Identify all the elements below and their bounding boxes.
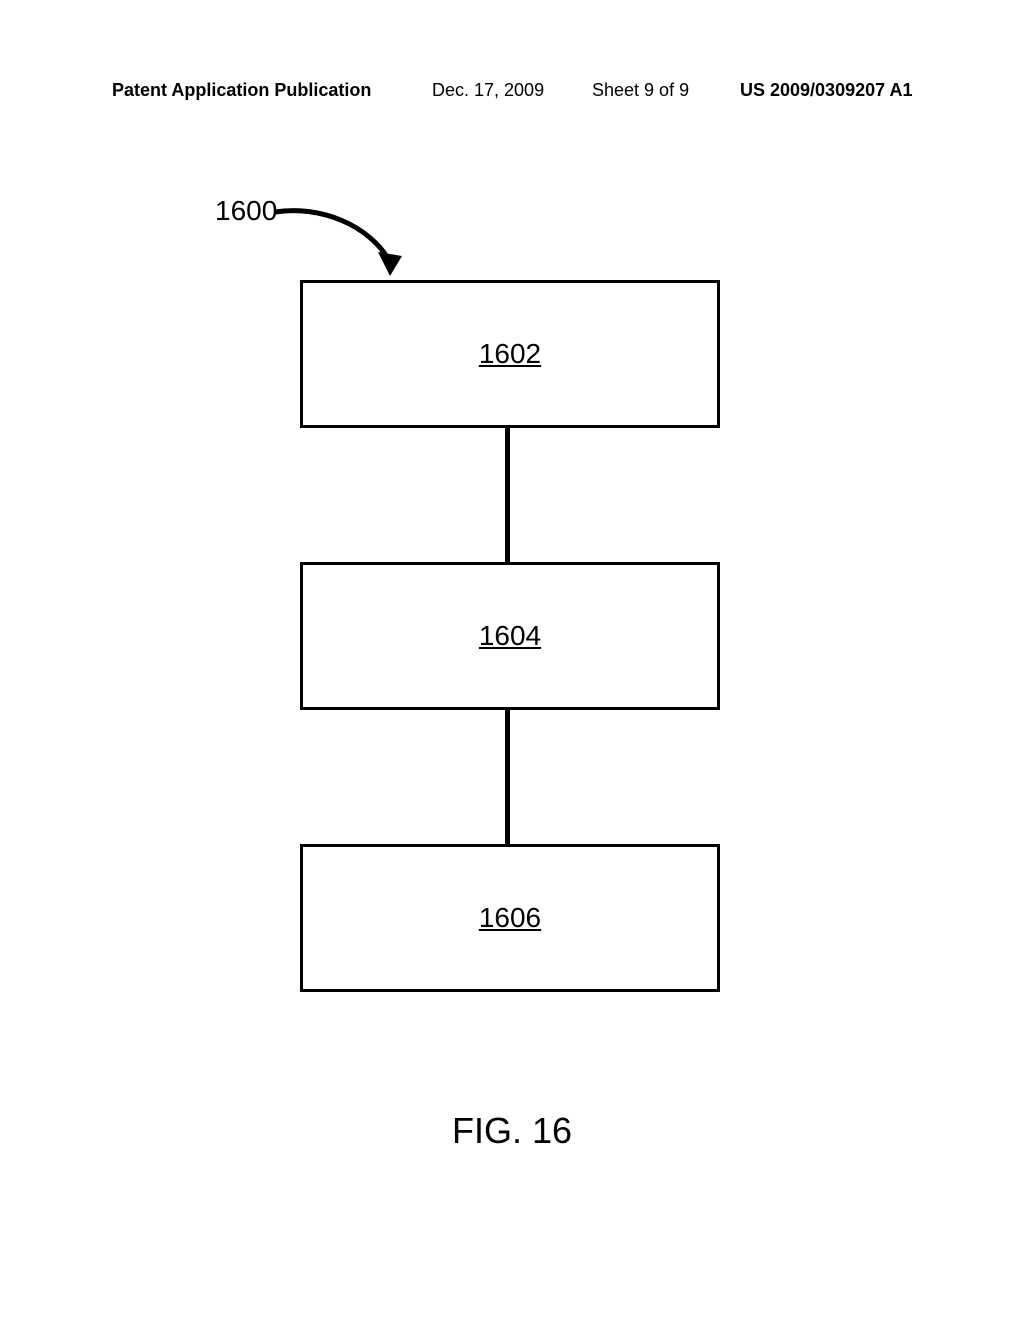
arrow-head-icon (378, 252, 402, 276)
page: Patent Application Publication Dec. 17, … (0, 0, 1024, 1320)
flow-node-3: 1606 (300, 844, 720, 992)
flow-edge-1 (505, 428, 510, 562)
reference-numeral: 1600 (215, 195, 277, 227)
flow-edge-2 (505, 710, 510, 844)
flow-node-2-label: 1604 (479, 620, 541, 652)
flow-node-1: 1602 (300, 280, 720, 428)
flow-node-2: 1604 (300, 562, 720, 710)
arrow-curve (275, 211, 390, 262)
figure-caption: FIG. 16 (0, 1110, 1024, 1152)
flow-node-3-label: 1606 (479, 902, 541, 934)
flow-node-1-label: 1602 (479, 338, 541, 370)
